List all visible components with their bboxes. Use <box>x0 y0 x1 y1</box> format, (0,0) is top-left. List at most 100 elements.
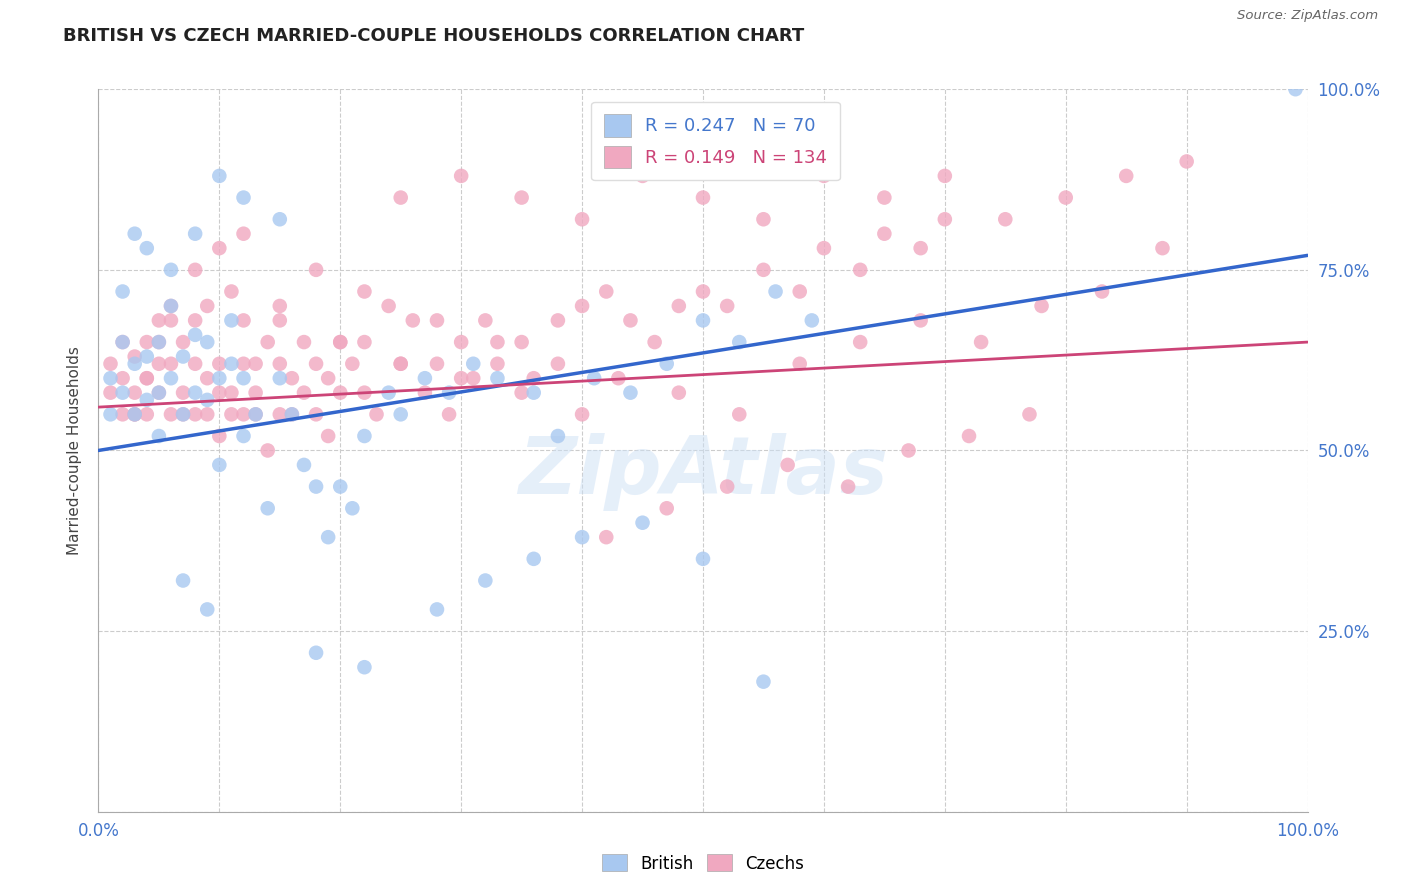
Point <box>111 334 134 349</box>
Point <box>353 660 375 674</box>
Point <box>208 371 231 385</box>
Point <box>208 458 231 472</box>
Point <box>172 385 194 400</box>
Point <box>232 371 254 385</box>
Point <box>148 357 170 371</box>
Point <box>111 371 134 385</box>
Point <box>450 334 472 349</box>
Point <box>583 371 606 385</box>
Point <box>221 385 243 400</box>
Point <box>256 501 278 516</box>
Point <box>523 371 546 385</box>
Point <box>957 429 980 443</box>
Point <box>172 334 194 349</box>
Point <box>148 429 170 443</box>
Point <box>789 357 811 371</box>
Point <box>413 371 436 385</box>
Point <box>426 602 449 616</box>
Point <box>849 334 872 349</box>
Point <box>353 385 375 400</box>
Point <box>221 407 243 421</box>
Point <box>765 285 787 299</box>
Point <box>292 334 315 349</box>
Point <box>184 357 207 371</box>
Point <box>800 313 823 327</box>
Y-axis label: Married-couple Households: Married-couple Households <box>67 346 83 555</box>
Point <box>897 443 920 458</box>
Point <box>305 262 328 277</box>
Point <box>184 385 207 400</box>
Point <box>426 313 449 327</box>
Point <box>1152 241 1174 255</box>
Point <box>571 530 593 544</box>
Point <box>124 357 146 371</box>
Point <box>195 602 218 616</box>
Point <box>389 357 412 371</box>
Point <box>160 407 183 421</box>
Point <box>269 299 291 313</box>
Point <box>1091 285 1114 299</box>
Point <box>619 313 641 327</box>
Point <box>510 385 533 400</box>
Point <box>208 429 231 443</box>
Point <box>463 371 485 385</box>
Point <box>124 407 146 421</box>
Point <box>111 407 134 421</box>
Point <box>426 357 449 371</box>
Point <box>716 299 738 313</box>
Point <box>160 299 183 313</box>
Point <box>450 371 472 385</box>
Point <box>571 299 593 313</box>
Point <box>135 371 157 385</box>
Point <box>474 574 496 588</box>
Point <box>124 407 146 421</box>
Point <box>631 169 654 183</box>
Point <box>221 357 243 371</box>
Point <box>232 407 254 421</box>
Point <box>389 191 412 205</box>
Point <box>607 371 630 385</box>
Point <box>292 458 315 472</box>
Point <box>655 501 678 516</box>
Point <box>292 385 315 400</box>
Point <box>316 429 339 443</box>
Point <box>232 429 254 443</box>
Point <box>437 407 460 421</box>
Legend: British, Czechs: British, Czechs <box>595 847 811 880</box>
Point <box>148 334 170 349</box>
Point <box>160 313 183 327</box>
Point <box>510 191 533 205</box>
Point <box>305 646 328 660</box>
Point <box>184 327 207 342</box>
Point <box>655 357 678 371</box>
Point <box>668 299 690 313</box>
Point <box>692 285 714 299</box>
Point <box>463 357 485 371</box>
Point <box>595 285 617 299</box>
Point <box>148 313 170 327</box>
Text: Source: ZipAtlas.com: Source: ZipAtlas.com <box>1237 9 1378 22</box>
Point <box>837 480 859 494</box>
Point <box>1284 82 1306 96</box>
Point <box>1175 154 1198 169</box>
Point <box>402 313 425 327</box>
Point <box>692 551 714 566</box>
Point <box>208 169 231 183</box>
Point <box>413 385 436 400</box>
Point <box>910 241 932 255</box>
Point <box>281 407 304 421</box>
Point <box>100 371 122 385</box>
Point <box>160 262 183 277</box>
Point <box>595 530 617 544</box>
Point <box>571 407 593 421</box>
Point <box>269 357 291 371</box>
Point <box>269 212 291 227</box>
Point <box>135 407 157 421</box>
Point <box>160 371 183 385</box>
Point <box>789 285 811 299</box>
Point <box>752 262 775 277</box>
Point <box>124 350 146 364</box>
Point <box>342 501 364 516</box>
Point <box>135 241 157 255</box>
Point <box>728 407 751 421</box>
